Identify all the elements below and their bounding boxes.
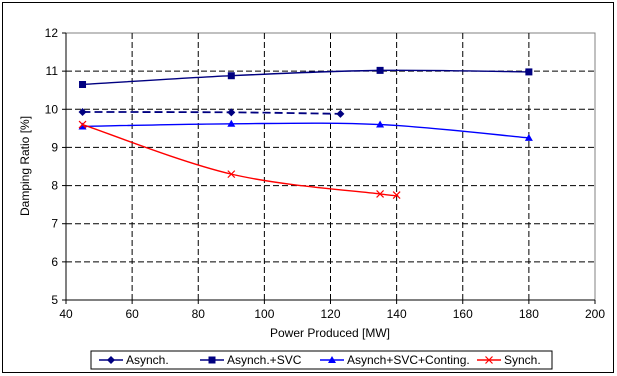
data-point [227,170,236,179]
series-4 [78,120,401,200]
series-lines [78,66,533,200]
x-tick-label: 200 [585,307,605,321]
y-tick-label: 6 [51,255,58,269]
legend-item: Asynch.+SVC [200,353,302,367]
legend-label: Asynch+SVC+Conting. [347,353,470,367]
x-axis-title: Power Produced [MW] [270,326,390,340]
x-tick-label: 160 [453,307,473,321]
series-line [82,69,529,86]
legend-marker [328,356,336,363]
plot-area [65,32,596,301]
line-chart: 5 6 7 8 9 10 11 12 40 60 80 100 120 140 160 180 200 Powe… [18,26,606,370]
y-tick-label: 10 [45,102,59,116]
x-tick-label: 180 [519,307,539,321]
data-point [78,120,87,129]
legend-label: Asynch.+SVC [227,353,302,367]
y-axis-title: Damping Ratio [%] [18,116,32,216]
y-tick-label: 8 [51,179,58,193]
data-point [227,72,235,80]
legend-marker [107,356,115,364]
series-3 [78,119,533,141]
data-point [376,190,385,198]
data-point [376,66,384,74]
x-tick-label: 60 [125,307,139,321]
data-point [392,191,401,200]
data-point [227,108,236,117]
series-1 [78,107,345,118]
legend-label: Synch. [504,353,541,367]
series-line [82,123,399,197]
legend: Asynch. Asynch.+SVC Asynch+SVC+Conting. Syn… [90,350,553,370]
data-point [525,68,533,76]
axes: 5 6 7 8 9 10 11 12 40 60 80 100 120 140 160 180 200 [45,26,606,321]
y-tick-label: 9 [51,140,58,154]
data-point [78,122,87,130]
data-point [78,107,87,116]
x-tick-label: 80 [192,307,206,321]
chart-frame: 5 6 7 8 9 10 11 12 40 60 80 100 120 140 160 180 200 Powe… [2,2,614,373]
data-point [376,120,385,128]
y-tick-label: 7 [51,217,58,231]
data-point [227,119,236,127]
legend-marker [485,356,493,364]
y-tick-label: 5 [51,293,58,307]
series-line [82,122,529,139]
legend-label: Asynch. [126,353,169,367]
series-2 [79,66,533,88]
legend-item: Asynch. [99,353,169,367]
data-point [336,109,345,118]
x-tick-label: 140 [387,307,407,321]
data-point [524,133,533,141]
legend-marker [208,356,216,364]
y-tick-label: 11 [46,64,59,78]
x-tick-label: 40 [59,307,73,321]
y-tick-label: 12 [45,26,59,40]
legend-item: Asynch+SVC+Conting. [320,353,470,367]
data-point [79,80,87,88]
x-tick-label: 120 [320,307,340,321]
x-tick-label: 100 [254,307,274,321]
legend-item: Synch. [477,353,541,367]
